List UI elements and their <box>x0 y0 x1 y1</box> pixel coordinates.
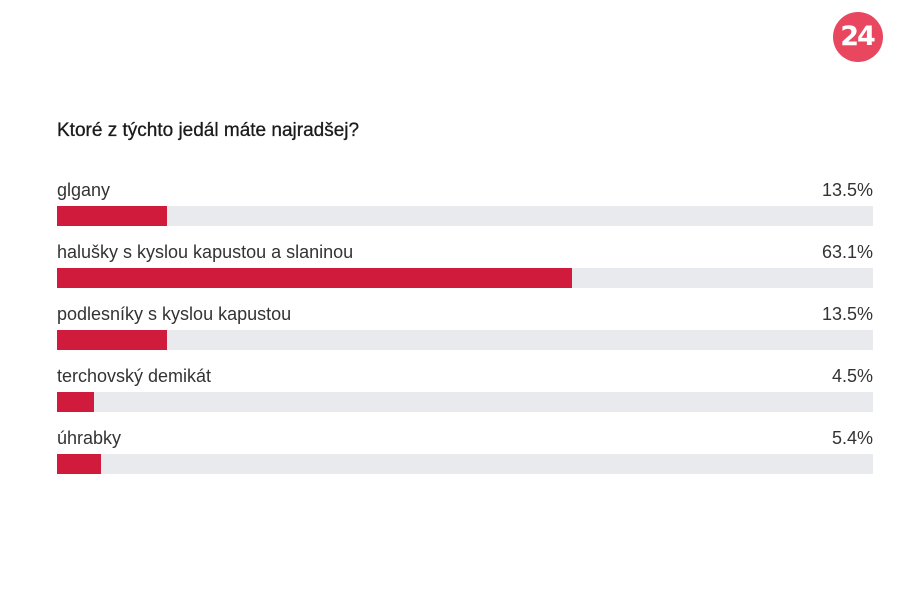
poll-option-label: terchovský demikát <box>57 366 212 386</box>
poll-option-bar <box>57 330 168 350</box>
poll-option-label: úhrabky <box>57 428 122 448</box>
poll-option-bar <box>57 454 102 474</box>
poll-question: Ktoré z týchto jedál máte najradšej? <box>57 120 360 141</box>
poll-option-label: podlesníky s kyslou kapustou <box>57 304 292 324</box>
poll-option: glgany 13.5% <box>57 176 873 238</box>
poll-option-bar <box>57 268 572 288</box>
poll-option-percent: 13.5% <box>821 304 873 324</box>
poll-option-track <box>57 268 873 288</box>
poll-option-percent: 13.5% <box>821 180 873 200</box>
poll-option-label: glgany <box>57 180 111 200</box>
poll-options-list: glgany 13.5% halušky s kyslou kapustou a… <box>57 176 873 486</box>
poll-option-bar <box>57 392 94 412</box>
poll-option-bar <box>57 206 168 226</box>
poll-option: halušky s kyslou kapustou a slaninou 63.… <box>57 238 873 300</box>
poll-option-percent: 4.5% <box>831 366 873 386</box>
poll-option: úhrabky 5.4% <box>57 424 873 486</box>
poll-option-track <box>57 206 873 226</box>
poll-option-track <box>57 392 873 412</box>
poll-option: terchovský demikát 4.5% <box>57 362 873 424</box>
site-logo[interactable]: 24 <box>833 12 883 62</box>
poll-option-label: halušky s kyslou kapustou a slaninou <box>57 242 354 262</box>
poll-results: Ktoré z týchto jedál máte najradšej? glg… <box>57 116 873 486</box>
poll-option-track <box>57 454 873 474</box>
poll-option: podlesníky s kyslou kapustou 13.5% <box>57 300 873 362</box>
site-logo-text: 24 <box>840 21 876 52</box>
poll-option-percent: 63.1% <box>821 242 873 262</box>
poll-option-track <box>57 330 873 350</box>
poll-option-percent: 5.4% <box>831 428 873 448</box>
